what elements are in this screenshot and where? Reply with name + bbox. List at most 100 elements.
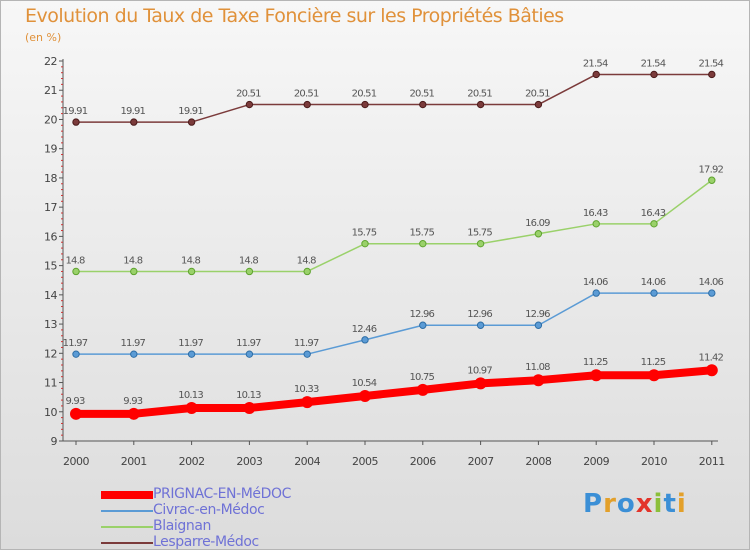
data-label: 20.51 [352, 89, 377, 100]
x-tick-label: 2001 [121, 455, 147, 468]
data-point [534, 230, 543, 238]
series-line-0 [76, 366, 713, 418]
data-point [72, 267, 80, 276]
x-tick-label: 2004 [294, 455, 320, 468]
x-tick-label: 2002 [179, 455, 205, 468]
data-label: 16.43 [583, 208, 608, 219]
y-tick-label: 20 [44, 113, 57, 126]
data-point [708, 176, 716, 184]
data-point [476, 239, 485, 248]
y-tick-label: 18 [44, 172, 57, 185]
series-line-2 [76, 179, 713, 273]
data-point [303, 100, 311, 109]
legend-label-blaignan: Blaignan [153, 518, 211, 534]
data-label: 14.8 [297, 255, 317, 266]
data-label: 10.33 [294, 384, 319, 395]
x-tick-label: 2005 [352, 455, 378, 468]
data-point [534, 321, 543, 329]
data-label: 14.06 [698, 277, 723, 288]
data-point [419, 239, 427, 248]
data-point [416, 383, 429, 396]
data-point [303, 350, 311, 358]
data-point [361, 100, 369, 109]
data-point [419, 321, 427, 329]
data-point [648, 369, 660, 382]
data-point [130, 350, 138, 358]
y-tick-label: 21 [44, 84, 57, 97]
legend-swatch-civrac [101, 510, 153, 512]
data-point [130, 118, 138, 126]
data-point [187, 118, 196, 126]
data-point [592, 220, 600, 228]
legend-label-lesparre: Lesparre-Médoc [153, 534, 259, 550]
data-label: 11.97 [120, 338, 145, 349]
data-point [650, 289, 658, 297]
x-tick-label: 2007 [468, 455, 494, 468]
data-label: 20.51 [294, 89, 319, 100]
y-axis-unit: (en %) [25, 31, 62, 44]
data-label: 19.91 [120, 106, 145, 117]
data-point [359, 389, 371, 402]
data-point [705, 364, 718, 377]
data-label: 12.96 [467, 309, 492, 320]
data-point [243, 401, 256, 414]
data-point [592, 289, 600, 297]
data-point [127, 407, 140, 420]
data-label: 11.25 [641, 357, 666, 368]
data-label: 10.54 [352, 378, 377, 389]
data-label: 11.08 [525, 362, 550, 373]
data-point [303, 267, 311, 276]
y-tick-label: 19 [44, 143, 57, 156]
data-label: 11.25 [583, 357, 608, 368]
chart-title: Evolution du Taux de Taxe Foncière sur l… [25, 5, 564, 27]
data-point [476, 321, 485, 329]
data-label: 12.46 [352, 324, 377, 335]
y-tick-label: 22 [44, 55, 57, 68]
data-label: 14.06 [641, 277, 666, 288]
data-point [650, 70, 658, 79]
series-line-1 [76, 292, 712, 355]
series-line-3 [76, 73, 712, 123]
data-point [187, 267, 196, 276]
data-label: 16.09 [525, 218, 550, 229]
y-tick-label: 9 [51, 435, 58, 448]
data-label: 11.97 [63, 338, 88, 349]
data-label: 20.51 [467, 89, 492, 100]
legend-swatch-prignac [101, 491, 153, 499]
data-point [708, 70, 716, 79]
data-label: 11.42 [698, 352, 723, 363]
data-point [70, 407, 82, 420]
data-point [592, 70, 600, 79]
data-label: 20.51 [525, 89, 550, 100]
data-point [476, 100, 485, 109]
data-label: 10.13 [236, 390, 261, 401]
data-point [590, 369, 603, 382]
data-label: 14.8 [181, 255, 201, 266]
y-tick-label: 17 [44, 201, 57, 214]
proxiti-logo: Proxiti [583, 489, 687, 519]
data-point [72, 350, 80, 358]
data-label: 15.75 [409, 228, 434, 239]
data-label: 20.51 [236, 89, 261, 100]
x-tick-label: 2009 [583, 455, 609, 468]
data-label: 9.93 [123, 396, 143, 407]
data-label: 21.54 [698, 58, 723, 69]
x-tick-label: 2000 [63, 455, 89, 468]
y-tick-label: 11 [44, 377, 57, 390]
x-tick-label: 2008 [525, 455, 551, 468]
data-point [361, 239, 369, 248]
data-label: 17.92 [698, 164, 723, 175]
data-label: 12.96 [409, 309, 434, 320]
data-label: 20.51 [409, 89, 434, 100]
data-point [532, 374, 545, 387]
data-label: 14.8 [123, 255, 143, 266]
data-label: 14.8 [239, 255, 259, 266]
data-label: 21.54 [583, 58, 608, 69]
data-point [419, 100, 427, 109]
x-tick-label: 2010 [641, 455, 667, 468]
x-tick-label: 2003 [236, 455, 262, 468]
x-tick-label: 2011 [699, 455, 725, 468]
data-point [708, 289, 716, 297]
data-point [245, 100, 254, 109]
